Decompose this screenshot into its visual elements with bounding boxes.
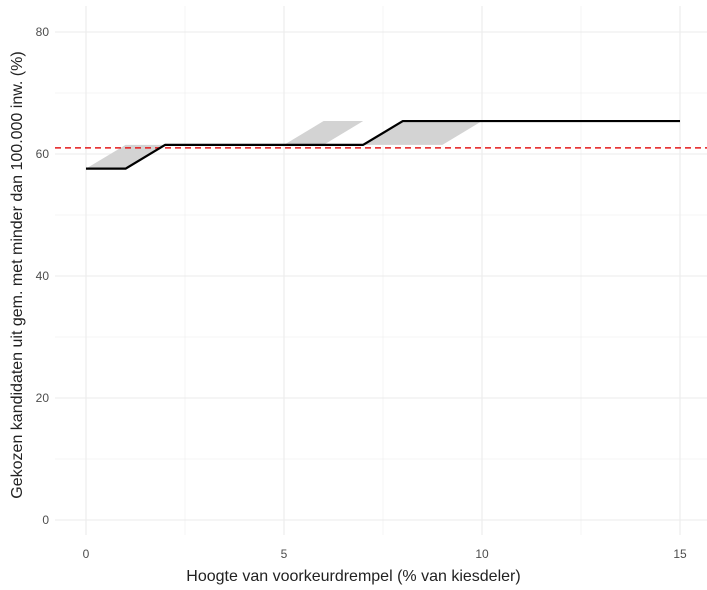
y-axis-title: Gekozen kandidaten uit gem. met minder d… [9,51,26,499]
y-tick-labels: 0 20 40 60 80 [36,25,50,527]
confidence-band [86,144,166,169]
series-line [86,119,680,170]
x-tick-label: 10 [475,547,489,561]
x-tick-label: 5 [281,547,288,561]
confidence-bands [86,121,482,169]
x-tick-label: 0 [83,547,90,561]
x-tick-label: 15 [673,547,687,561]
y-tick-label: 0 [42,513,49,527]
y-tick-label: 60 [36,147,50,161]
y-tick-label: 40 [36,269,50,283]
confidence-band [284,121,364,145]
grid-major [55,6,707,535]
x-tick-labels: 0 5 10 15 [83,547,687,561]
x-axis-title: Hoogte van voorkeurdrempel (% van kiesde… [186,568,521,585]
y-axis-title-wrap: Gekozen kandidaten uit gem. met minder d… [0,0,36,535]
y-tick-label: 20 [36,391,50,405]
grid-minor [55,6,707,535]
y-tick-label: 80 [36,25,50,39]
series-group [86,119,680,170]
